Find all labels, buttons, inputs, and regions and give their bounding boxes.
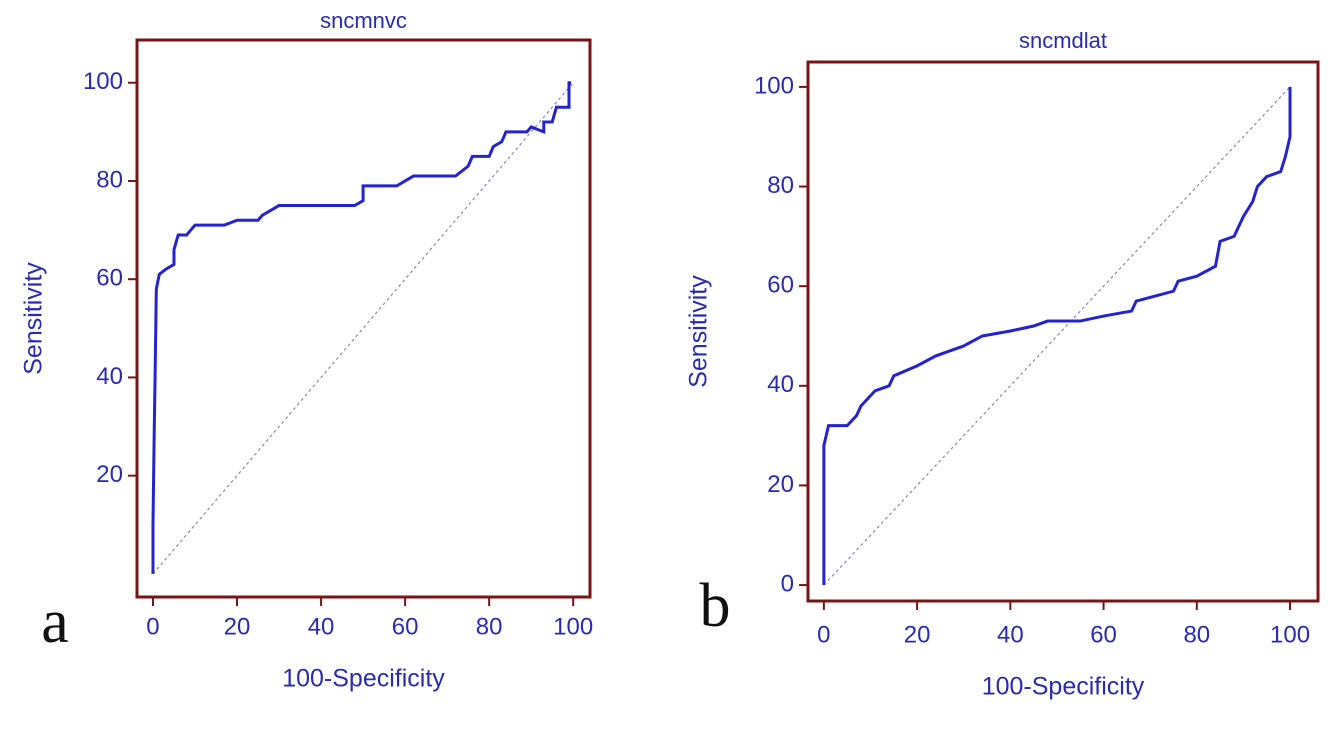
y-axis-label: Sensitivity: [20, 262, 48, 375]
plot-frame: [806, 60, 1320, 603]
chart-title: sncmdlat: [1019, 28, 1107, 53]
roc-curve: [151, 81, 572, 574]
y-tick-label: 40: [96, 363, 123, 390]
y-tick-label: 20: [767, 471, 794, 498]
roc-curve: [822, 86, 1292, 586]
x-tick-label: 60: [1090, 621, 1117, 648]
y-tick-label: 0: [781, 570, 794, 597]
y-tick-label: 60: [767, 272, 794, 299]
x-tick-label: 80: [476, 613, 503, 640]
y-tick-label: 80: [96, 166, 123, 193]
x-tick-label: 0: [817, 621, 830, 648]
x-tick-label: 100: [553, 613, 593, 640]
y-tick-label: 80: [767, 172, 794, 199]
y-tick-label: 60: [96, 265, 123, 292]
panel-label: a: [41, 588, 69, 656]
x-tick-label: 40: [308, 613, 335, 640]
reference-line: [823, 86, 1291, 586]
x-tick-label: 60: [392, 613, 419, 640]
plot-frame: [135, 38, 592, 599]
chart-title: sncmnvc: [320, 8, 407, 33]
x-axis-label: 100-Specificity: [282, 665, 445, 693]
x-tick-label: 100: [1270, 621, 1310, 648]
y-tick-label: 100: [83, 68, 123, 95]
y-tick-label: 40: [767, 371, 794, 398]
panel-label: b: [700, 572, 731, 640]
y-tick-label: 20: [96, 461, 123, 488]
x-axis-label: 100-Specificity: [982, 673, 1145, 701]
y-tick-label: 100: [754, 72, 794, 99]
x-tick-label: 40: [997, 621, 1024, 648]
x-tick-label: 0: [146, 613, 159, 640]
x-tick-label: 80: [1183, 621, 1210, 648]
x-tick-label: 20: [224, 613, 251, 640]
reference-line: [152, 82, 574, 575]
y-axis-label: Sensitivity: [685, 275, 713, 388]
x-tick-label: 20: [904, 621, 931, 648]
